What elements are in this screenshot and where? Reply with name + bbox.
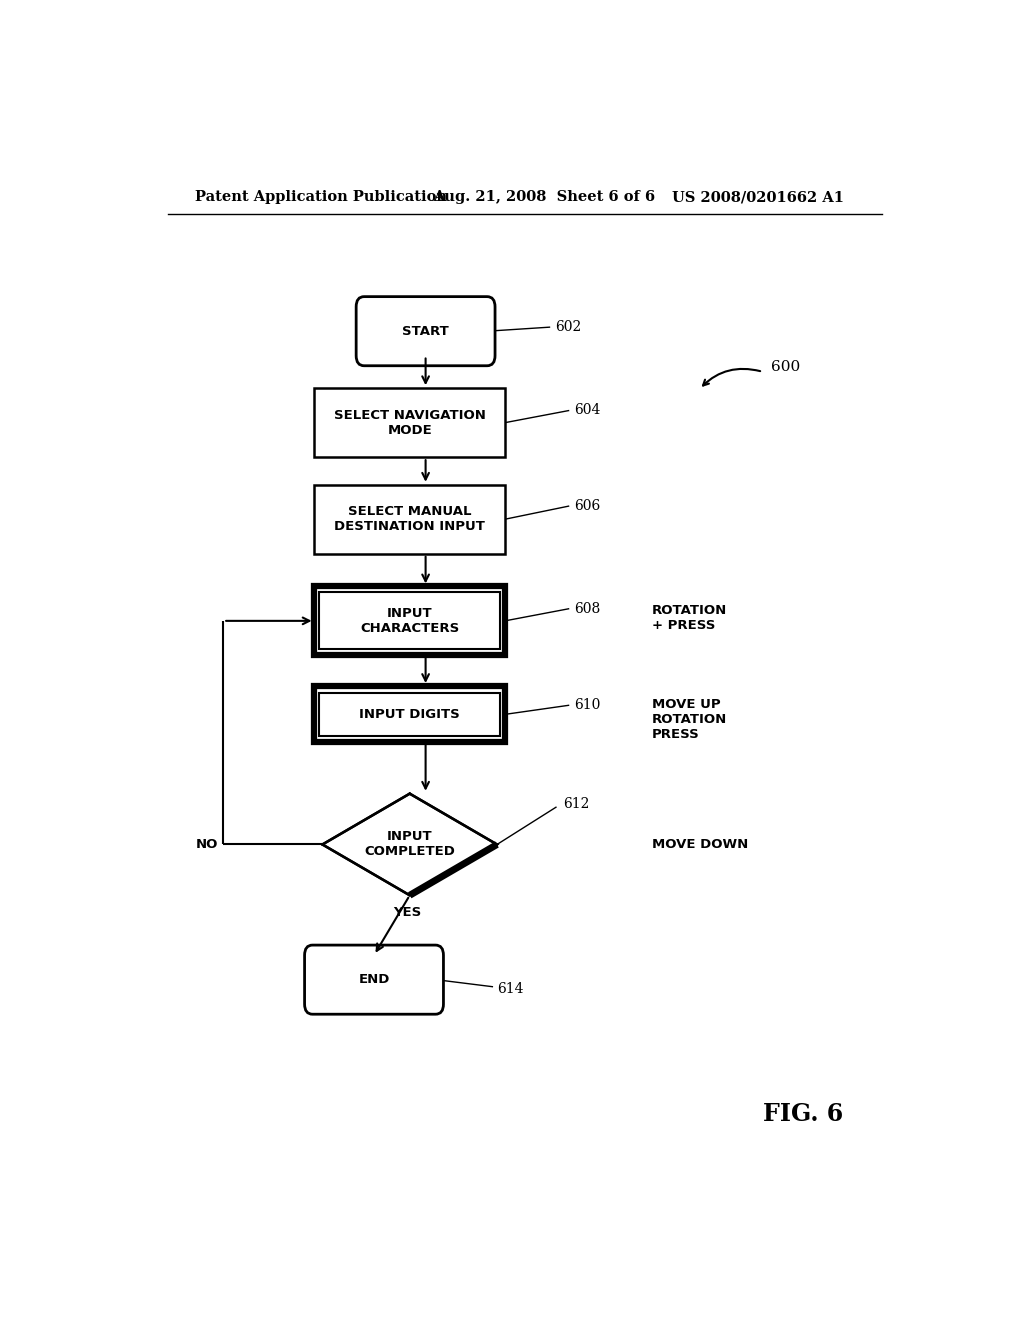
Bar — [319, 693, 500, 737]
Text: YES: YES — [393, 906, 422, 919]
Text: INPUT
CHARACTERS: INPUT CHARACTERS — [360, 607, 460, 635]
Text: FIG. 6: FIG. 6 — [763, 1102, 843, 1126]
Text: INPUT DIGITS: INPUT DIGITS — [359, 708, 460, 721]
Bar — [319, 593, 500, 649]
Text: 602: 602 — [555, 321, 582, 334]
Bar — [314, 484, 505, 554]
Text: SELECT NAVIGATION
MODE: SELECT NAVIGATION MODE — [334, 409, 485, 437]
FancyBboxPatch shape — [304, 945, 443, 1014]
Bar — [314, 686, 505, 742]
Text: MOVE DOWN: MOVE DOWN — [652, 838, 748, 851]
Bar — [314, 388, 505, 457]
Text: 600: 600 — [771, 360, 800, 374]
Polygon shape — [323, 793, 497, 895]
Text: SELECT MANUAL
DESTINATION INPUT: SELECT MANUAL DESTINATION INPUT — [334, 506, 485, 533]
FancyBboxPatch shape — [356, 297, 495, 366]
Text: 608: 608 — [574, 602, 600, 615]
Text: ROTATION
+ PRESS: ROTATION + PRESS — [652, 603, 727, 632]
Text: Patent Application Publication: Patent Application Publication — [196, 190, 447, 205]
Text: 604: 604 — [574, 404, 600, 417]
Text: MOVE UP
ROTATION
PRESS: MOVE UP ROTATION PRESS — [652, 698, 727, 741]
Text: US 2008/0201662 A1: US 2008/0201662 A1 — [672, 190, 844, 205]
Text: 612: 612 — [563, 797, 589, 810]
Text: NO: NO — [197, 838, 218, 851]
Text: INPUT
COMPLETED: INPUT COMPLETED — [365, 830, 455, 858]
Text: START: START — [402, 325, 449, 338]
Text: 614: 614 — [497, 982, 523, 995]
Text: 610: 610 — [574, 698, 600, 713]
Text: END: END — [358, 973, 390, 986]
Bar — [314, 586, 505, 656]
Text: Aug. 21, 2008  Sheet 6 of 6: Aug. 21, 2008 Sheet 6 of 6 — [433, 190, 655, 205]
Text: 606: 606 — [574, 499, 600, 513]
